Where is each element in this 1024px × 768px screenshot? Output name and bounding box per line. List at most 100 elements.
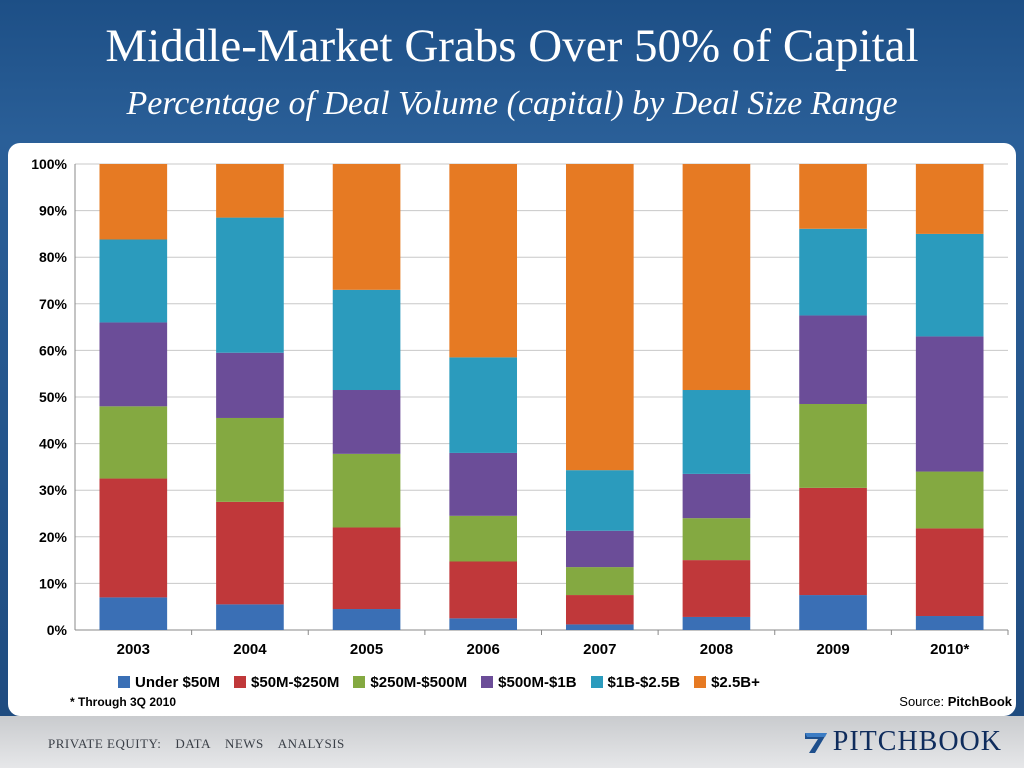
x-tick-label: 2009 (816, 641, 849, 658)
legend-label: Under $50M (135, 673, 221, 691)
bar-segment-under-50m (99, 597, 168, 630)
bar-segment-1b-2-5b (915, 233, 984, 337)
y-tick-label: 20% (39, 529, 68, 545)
bar-segment-2-5b (332, 164, 401, 290)
bar-segment-500m-1b (216, 352, 284, 418)
y-tick-label: 10% (39, 575, 68, 591)
chart-panel: 0% 10% 20% 30% 40% 50% 60% 70% 80% 90% 100% 2003 200… (8, 143, 1016, 716)
bar-segment-250m-500m (449, 515, 518, 562)
bar-segment-50m-250m (565, 595, 634, 625)
bar-segment-1b-2-5b (99, 239, 168, 323)
legend-label: $2.5B+ (711, 673, 760, 691)
bar-segment-50m-250m (332, 527, 401, 610)
slide-footer: PRIVATE EQUITY: DATA NEWS ANALYSIS PITCH… (0, 716, 1024, 768)
footer-nav: PRIVATE EQUITY: DATA NEWS ANALYSIS (48, 736, 345, 752)
bar-segment-2-5b (682, 164, 751, 391)
x-tick-label: 2007 (583, 641, 616, 658)
chart-footnote: * Through 3Q 2010 (70, 695, 177, 709)
bar-segment-1b-2-5b (332, 289, 401, 391)
bar-segment-2-5b (449, 164, 518, 358)
bar-segment-50m-250m (216, 501, 284, 605)
legend-label: $250M-$500M (370, 673, 468, 691)
bar-segment-2-5b (915, 164, 984, 234)
y-tick-label: 80% (39, 249, 68, 265)
bar-segment-250m-500m (799, 403, 867, 488)
legend-label: $50M-$250M (251, 673, 340, 691)
bar-segment-2-5b (216, 164, 284, 218)
y-tick-label: 0% (47, 622, 68, 638)
bar-segment-under-50m (449, 618, 518, 630)
x-tick-label: 2003 (117, 641, 150, 658)
footer-nav-label: PRIVATE EQUITY: (48, 736, 162, 751)
pitchbook-mark-icon (804, 733, 827, 753)
bar-segment-500m-1b (915, 336, 984, 472)
bar-segment-50m-250m (449, 561, 518, 619)
bar-segment-50m-250m (682, 560, 751, 617)
legend-label: $1B-$2.5B (607, 673, 681, 691)
legend-swatch (694, 676, 707, 688)
legend-item: $500M-$1B (481, 673, 577, 691)
bar-segment-250m-500m (682, 518, 751, 561)
legend-label: $500M-$1B (498, 673, 577, 691)
bar-segment-1b-2-5b (682, 390, 751, 474)
legend-swatch (118, 676, 130, 688)
footer-nav-data[interactable]: DATA (175, 736, 211, 751)
bar-segment-under-50m (332, 609, 401, 630)
bar-segment-50m-250m (799, 487, 867, 596)
bar-segment-under-50m (682, 616, 751, 630)
x-tick-label: 2006 (467, 641, 500, 658)
legend-swatch (353, 676, 366, 688)
slide-header: Middle-Market Grabs Over 50% of Capital … (0, 0, 1024, 140)
bar-segment-1b-2-5b (565, 470, 634, 531)
y-tick-label: 60% (39, 342, 68, 358)
y-tick-label: 50% (39, 389, 68, 405)
bar-segment-50m-250m (99, 478, 168, 598)
slide-subtitle: Percentage of Deal Volume (capital) by D… (126, 85, 898, 122)
bar-segment-under-50m (915, 616, 984, 630)
legend-item: $250M-$500M (353, 674, 467, 691)
bar-segment-500m-1b (332, 390, 401, 454)
source-name: PitchBook (947, 694, 1012, 709)
chart-source: Source: PitchBook (899, 694, 1012, 709)
bar-segment-50m-250m (915, 528, 984, 617)
source-prefix: Source: (899, 694, 948, 709)
bar-segment-500m-1b (799, 315, 867, 404)
y-tick-label: 30% (39, 482, 68, 498)
bar-segment-under-50m (799, 595, 867, 630)
legend-swatch (234, 676, 247, 688)
footer-nav-analysis[interactable]: ANALYSIS (277, 736, 345, 751)
y-tick-label: 70% (39, 296, 68, 312)
bar-segment-500m-1b (565, 530, 634, 568)
bar-segment-under-50m (216, 604, 284, 630)
legend-item: $50M-$250M (234, 674, 339, 691)
bar-segment-2-5b (799, 164, 867, 229)
y-tick-label: 100% (31, 156, 67, 172)
y-tick-label: 90% (39, 203, 68, 219)
slide-title: Middle-Market Grabs Over 50% of Capital (105, 20, 919, 72)
x-tick-label: 2005 (350, 641, 383, 658)
bar-segment-250m-500m (915, 471, 984, 529)
bar-segment-under-50m (565, 624, 634, 630)
bar-segment-1b-2-5b (449, 357, 518, 453)
bar-segment-1b-2-5b (216, 217, 284, 353)
footer-nav-news[interactable]: NEWS (224, 736, 264, 751)
brand-name: PITCHBOOK (832, 726, 1002, 757)
legend-swatch (590, 676, 603, 688)
chart-legend: Under $50M $50M-$250M $250M-$500M $500M-$1B… (118, 671, 1016, 693)
pitchbook-logo: PITCHBOOK (803, 726, 1002, 758)
bar-segment-1b-2-5b (799, 228, 867, 316)
bar-segment-250m-500m (332, 453, 401, 528)
x-tick-label: 2004 (233, 641, 267, 658)
bar-segment-2-5b (99, 164, 168, 240)
legend-item: $1B-$2.5B (590, 673, 681, 691)
legend-swatch (481, 676, 494, 688)
legend-item: Under $50M (118, 674, 220, 691)
bar-segment-250m-500m (99, 406, 168, 479)
y-tick-label: 40% (39, 436, 68, 452)
bar-segment-500m-1b (682, 473, 751, 519)
x-tick-label: 2010* (930, 641, 969, 658)
bar-segment-500m-1b (449, 452, 518, 516)
stacked-bar-chart: 0% 10% 20% 30% 40% 50% 60% 70% 80% 90% 100% 2003 200… (31, 156, 1009, 658)
bar-segment-250m-500m (565, 567, 634, 596)
bar-segment-500m-1b (99, 322, 168, 407)
